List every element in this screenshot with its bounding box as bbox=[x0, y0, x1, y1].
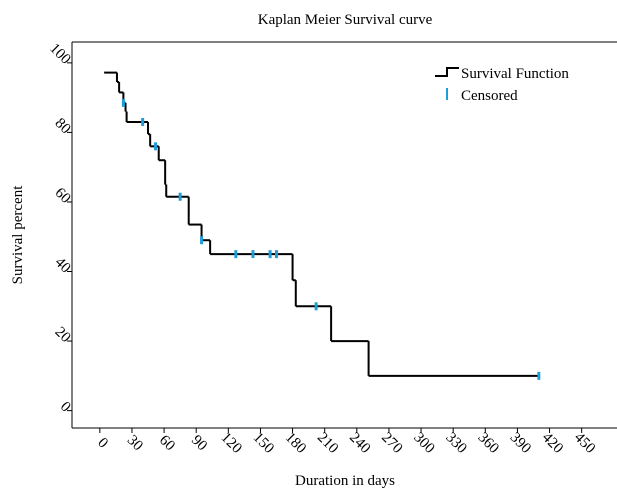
x-tick-label: 300 bbox=[410, 430, 437, 457]
y-tick-label: 40 bbox=[52, 254, 74, 276]
x-tick-label: 120 bbox=[218, 430, 245, 457]
y-tick-label: 20 bbox=[52, 324, 74, 346]
y-tick-label: 100 bbox=[46, 40, 73, 67]
legend-symbol bbox=[435, 67, 459, 77]
legend-label: Survival Function bbox=[461, 66, 569, 82]
x-tick-label: 450 bbox=[571, 430, 598, 457]
legend-label: Censored bbox=[461, 88, 518, 104]
y-tick-label: 80 bbox=[52, 115, 74, 137]
x-axis-label: Duration in days bbox=[295, 473, 395, 489]
x-tick-label: 270 bbox=[378, 430, 405, 457]
x-tick-label: 30 bbox=[124, 432, 146, 454]
y-tick-label: 60 bbox=[52, 185, 74, 207]
x-tick-label: 420 bbox=[539, 430, 566, 457]
x-tick-label: 0 bbox=[94, 435, 111, 452]
x-tick-label: 360 bbox=[475, 430, 502, 457]
x-tick-label: 150 bbox=[250, 430, 277, 457]
x-tick-label: 330 bbox=[442, 430, 469, 457]
x-tick-label: 180 bbox=[282, 430, 309, 457]
y-axis-label: Survival percent bbox=[10, 185, 26, 285]
x-tick-label: 210 bbox=[314, 430, 341, 457]
x-tick-label: 240 bbox=[346, 430, 373, 457]
x-tick-label: 390 bbox=[507, 430, 534, 457]
y-tick-label: 0 bbox=[57, 399, 74, 416]
x-tick-label: 60 bbox=[156, 432, 178, 454]
x-tick-label: 90 bbox=[188, 432, 210, 454]
chart-title: Kaplan Meier Survival curve bbox=[258, 12, 433, 28]
